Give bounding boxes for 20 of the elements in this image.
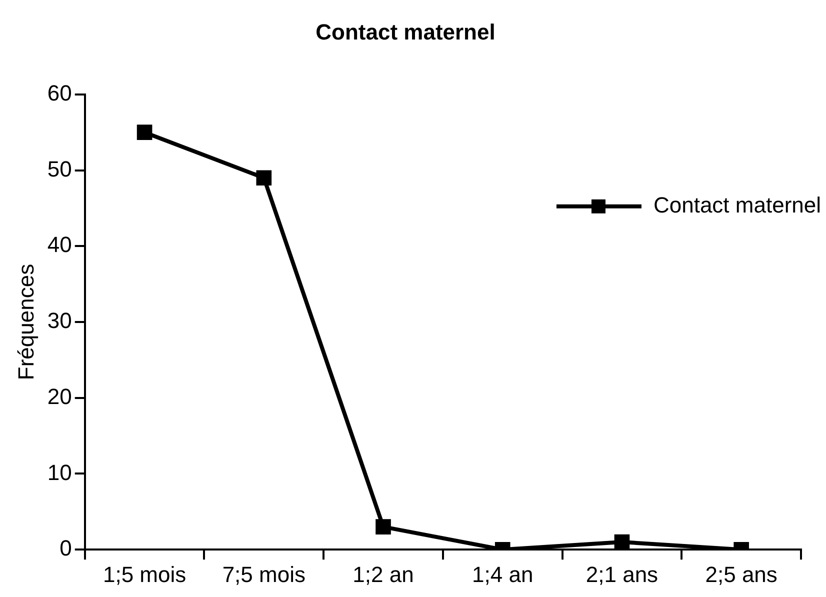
- y-tick-label: 10: [47, 460, 72, 485]
- y-tick-label: 40: [47, 232, 72, 258]
- chart-title: Contact maternel: [316, 19, 496, 44]
- point: [376, 519, 391, 534]
- y-tick-label: 60: [47, 80, 72, 106]
- x-tick-label: 2;1 ans: [586, 562, 658, 587]
- x-tick-label: 1;4 an: [472, 562, 534, 587]
- y-tick-label: 0: [60, 536, 72, 561]
- legend-label: Contact maternel: [653, 192, 822, 218]
- point: [614, 534, 630, 550]
- x-tick-label: 1;2 an: [352, 562, 414, 587]
- y-tick-label: 50: [47, 156, 72, 182]
- point: [256, 170, 272, 186]
- x-tick-label: 1;5 mois: [102, 562, 186, 587]
- y-axis-title: Fréquences: [13, 264, 38, 380]
- point: [136, 124, 152, 140]
- y-tick-label: 20: [47, 384, 72, 409]
- y-tick-label: 30: [47, 308, 72, 334]
- x-tick-label: 2;5 ans: [705, 562, 778, 587]
- x-tick-label: 7;5 mois: [222, 562, 306, 587]
